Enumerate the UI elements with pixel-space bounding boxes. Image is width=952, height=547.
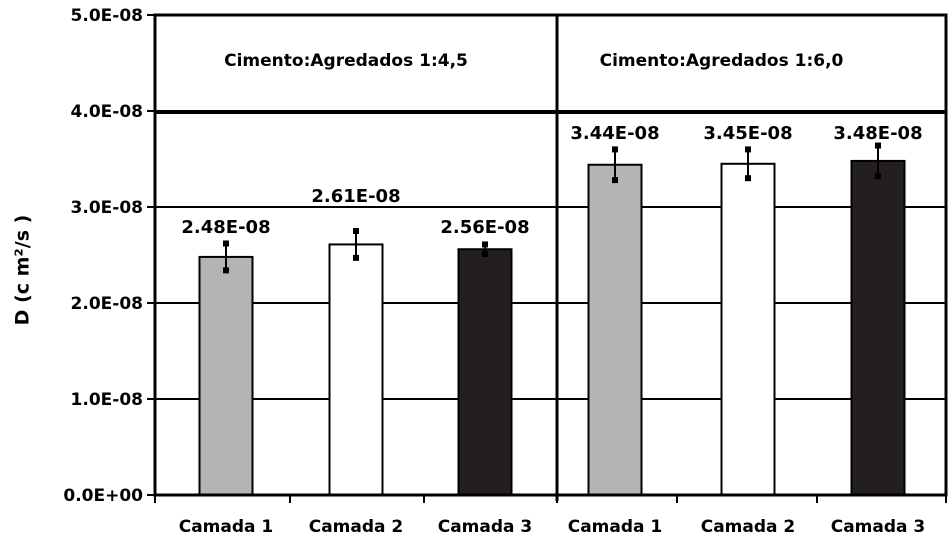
- error-cap-bottom: [482, 251, 488, 258]
- bar: [720, 162, 776, 497]
- error-cap-top: [612, 146, 618, 153]
- y-tick-label: 4.0E-08: [71, 102, 143, 122]
- y-tick-label: 1.0E-08: [71, 390, 143, 410]
- bar: [587, 163, 643, 496]
- data-label: 2.61E-08: [311, 186, 400, 207]
- x-tick-label: Camada 2: [701, 517, 796, 537]
- data-label: 2.56E-08: [440, 217, 529, 238]
- plot-frame: [153, 13, 948, 497]
- error-cap-bottom: [223, 267, 229, 274]
- x-tick-label: Camada 1: [179, 517, 274, 537]
- error-cap-top: [353, 228, 359, 234]
- y-tick-label: 3.0E-08: [71, 198, 143, 218]
- group-label: Cimento:Agredados 1:6,0: [600, 51, 844, 71]
- bar: [328, 243, 384, 496]
- bar: [198, 255, 254, 497]
- gridlines: [155, 14, 946, 496]
- data-label: 3.48E-08: [833, 123, 922, 144]
- error-cap-top: [482, 241, 488, 248]
- data-label: 2.48E-08: [181, 217, 270, 238]
- x-tick-label: Camada 3: [438, 517, 533, 537]
- error-cap-top: [875, 142, 881, 149]
- x-tick-label: Camada 1: [568, 517, 663, 537]
- bar: [457, 248, 513, 496]
- error-cap-top: [223, 240, 229, 247]
- axes: [147, 13, 948, 503]
- data-label: 3.45E-08: [703, 123, 792, 144]
- bar: [850, 159, 906, 496]
- y-tick-label: 2.0E-08: [71, 294, 143, 314]
- error-cap-bottom: [353, 254, 359, 261]
- bars: [198, 142, 906, 497]
- x-tick-label: Camada 2: [309, 517, 404, 537]
- y-tick-label: 0.0E+00: [63, 486, 143, 506]
- x-tick-label: Camada 3: [831, 517, 926, 537]
- labels: 0.0E+00 1.0E-08 2.0E-08 3.0E-08 4.0E-08 5.0E-…: [63, 6, 925, 537]
- error-cap-bottom: [745, 175, 751, 182]
- y-axis-label: D (c m²/s ): [12, 215, 34, 326]
- y-tick-label: 5.0E-08: [71, 6, 143, 26]
- group-label: Cimento:Agredados 1:4,5: [224, 51, 468, 71]
- error-cap-bottom: [875, 173, 881, 180]
- data-label: 3.44E-08: [570, 123, 659, 144]
- error-cap-bottom: [612, 177, 618, 184]
- error-cap-top: [745, 146, 751, 153]
